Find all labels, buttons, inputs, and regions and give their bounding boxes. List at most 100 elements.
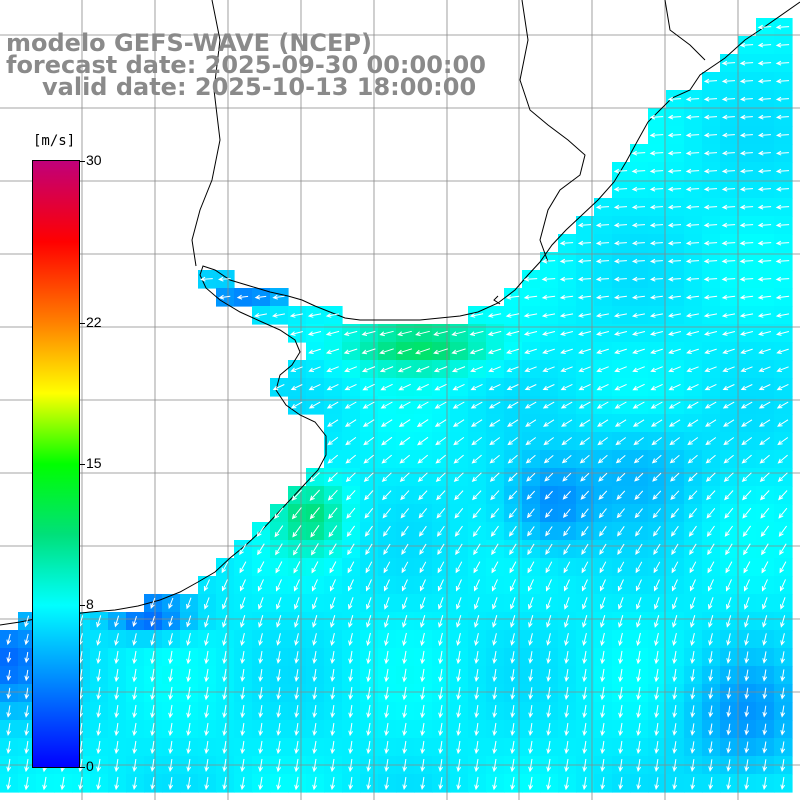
wind-arrow	[743, 579, 750, 592]
wind-arrow	[204, 668, 210, 683]
wind-arrow	[362, 419, 375, 427]
wind-arrow	[564, 651, 570, 665]
wind-arrow	[290, 366, 303, 372]
wind-arrow	[401, 543, 409, 555]
wind-arrow	[505, 330, 520, 336]
wind-arrow	[528, 669, 534, 682]
wind-arrow	[420, 632, 425, 647]
wind-arrow	[492, 615, 498, 628]
wind-arrow	[649, 240, 663, 246]
wind-arrow	[325, 348, 340, 355]
wind-arrow	[222, 740, 228, 755]
wind-arrow	[433, 348, 448, 355]
wind-arrow	[382, 490, 392, 501]
wind-arrow	[384, 597, 390, 610]
wind-arrow	[221, 579, 228, 592]
wind-arrow	[437, 543, 445, 556]
wind-arrow	[776, 401, 789, 409]
wind-arrow	[598, 472, 608, 482]
wind-arrow	[114, 633, 119, 646]
wind-arrow	[777, 419, 789, 427]
wind-arrow	[240, 704, 246, 719]
wind-arrow	[635, 543, 643, 555]
wind-arrow	[577, 294, 592, 300]
wind-arrow	[222, 668, 228, 683]
wind-arrow	[760, 507, 770, 519]
wind-arrow	[402, 686, 408, 701]
wind-arrow	[722, 401, 735, 409]
wind-arrow	[757, 60, 772, 66]
wind-arrow	[654, 650, 660, 665]
wind-arrow	[541, 331, 556, 336]
wind-arrow	[474, 687, 480, 701]
wind-arrow	[689, 543, 697, 556]
wind-arrow	[600, 686, 606, 701]
wind-arrow	[653, 579, 660, 592]
wind-arrow	[600, 722, 606, 737]
wind-arrow	[420, 615, 426, 628]
wind-arrow	[258, 740, 264, 755]
wind-arrow	[402, 615, 408, 628]
wind-arrow	[456, 597, 462, 610]
wind-arrow	[150, 597, 156, 609]
wind-arrow	[685, 313, 699, 318]
wind-arrow	[543, 419, 555, 427]
wind-arrow	[546, 669, 552, 683]
wind-arrow	[613, 331, 628, 336]
wind-arrow	[471, 437, 483, 446]
wind-arrow	[724, 490, 734, 501]
wind-arrow	[362, 383, 375, 391]
wind-arrow	[311, 579, 318, 592]
wind-arrow	[742, 507, 752, 519]
wind-arrow	[740, 366, 753, 372]
wind-arrow	[276, 705, 282, 719]
wind-arrow	[312, 615, 318, 628]
wind-arrow	[168, 777, 174, 791]
wind-arrow	[381, 436, 393, 446]
wind-arrow	[310, 525, 320, 538]
wind-arrow	[222, 650, 228, 665]
wind-arrow	[579, 454, 590, 464]
wind-arrow	[667, 222, 682, 228]
wind-arrow	[672, 650, 678, 665]
wind-arrow	[667, 186, 682, 192]
wind-arrow	[758, 401, 771, 409]
wind-arrow	[582, 650, 588, 665]
wind-arrow	[346, 525, 356, 538]
wind-arrow	[779, 561, 787, 574]
wind-arrow	[739, 78, 754, 84]
wind-arrow	[600, 650, 606, 665]
wind-arrow	[402, 632, 407, 647]
wind-arrow	[276, 651, 282, 664]
wind-arrow	[24, 633, 29, 646]
wind-arrow	[96, 722, 102, 737]
wind-arrow	[489, 419, 501, 427]
wind-arrow	[420, 740, 426, 755]
wind-arrow	[312, 705, 318, 719]
wind-arrow	[688, 525, 697, 537]
wind-arrow	[617, 526, 625, 537]
valid-date: valid date: 2025-10-13 18:00:00	[42, 73, 477, 101]
wind-arrow	[436, 525, 445, 537]
wind-arrow	[434, 401, 447, 409]
wind-arrow	[366, 650, 372, 665]
wind-arrow	[632, 383, 645, 391]
wind-arrow	[613, 276, 627, 282]
wind-arrow	[454, 525, 463, 537]
wind-arrow	[524, 366, 537, 372]
wind-arrow	[222, 597, 228, 610]
wind-arrow	[294, 758, 300, 773]
wind-arrow	[348, 722, 354, 737]
wind-arrow	[613, 258, 627, 264]
wind-arrow	[491, 579, 498, 592]
wind-arrow	[451, 330, 466, 337]
wind-arrow	[330, 669, 336, 683]
wind-arrow	[474, 615, 480, 628]
wind-arrow	[345, 436, 357, 446]
wind-arrow	[649, 186, 664, 192]
wind-arrow	[761, 561, 769, 574]
wind-arrow	[723, 419, 735, 427]
wind-arrow	[775, 96, 790, 102]
wind-arrow	[150, 668, 156, 683]
